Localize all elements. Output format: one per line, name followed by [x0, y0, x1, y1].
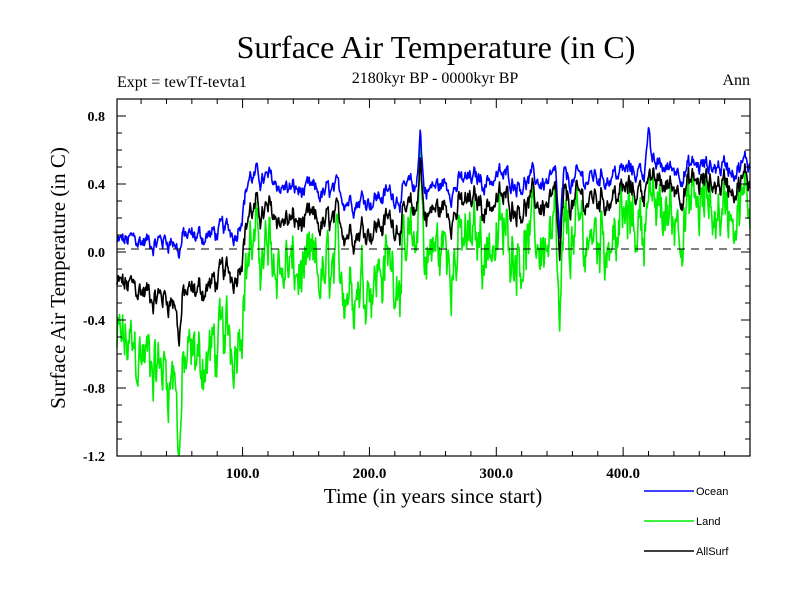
x-tick-label: 300.0 — [479, 466, 513, 482]
plot-frame — [116, 98, 751, 457]
y-tick-label: -0.4 — [83, 314, 105, 329]
legend: Ocean Land AllSurf — [644, 486, 729, 558]
series-line-allsurf — [116, 157, 751, 347]
y-tick-label: 0.4 — [88, 178, 106, 193]
series-line-ocean — [116, 127, 751, 259]
experiment-label: Expt = tewTf-tevta1 — [117, 74, 247, 91]
season-label: Ann — [722, 72, 750, 89]
time-range-label: 2180kyr BP - 0000kyr BP — [352, 70, 519, 87]
y-tick-label: -0.8 — [83, 382, 105, 397]
y-tick-label: -1.2 — [83, 450, 105, 465]
legend-label-allsurf: AllSurf — [696, 546, 729, 558]
y-axis-label: Surface Air Temperature (in C) — [46, 147, 70, 409]
series-layer — [116, 127, 751, 457]
legend-label-ocean: Ocean — [696, 486, 728, 498]
chart-title: Surface Air Temperature (in C) — [237, 29, 636, 65]
x-tick-label: 400.0 — [606, 466, 640, 482]
legend-label-land: Land — [696, 516, 720, 528]
x-tick-label: 200.0 — [353, 466, 387, 482]
x-axis-ticks: 100.0 200.0 300.0 400.0 — [140, 99, 726, 482]
y-tick-label: 0.8 — [88, 110, 106, 125]
x-axis-label: Time (in years since start) — [324, 484, 543, 508]
y-tick-label: 0.0 — [88, 246, 106, 261]
x-tick-label: 100.0 — [226, 466, 260, 482]
y-axis-ticks: -1.2 -0.8 -0.4 0.0 0.4 0.8 — [83, 98, 750, 465]
series-line-land — [116, 138, 751, 457]
